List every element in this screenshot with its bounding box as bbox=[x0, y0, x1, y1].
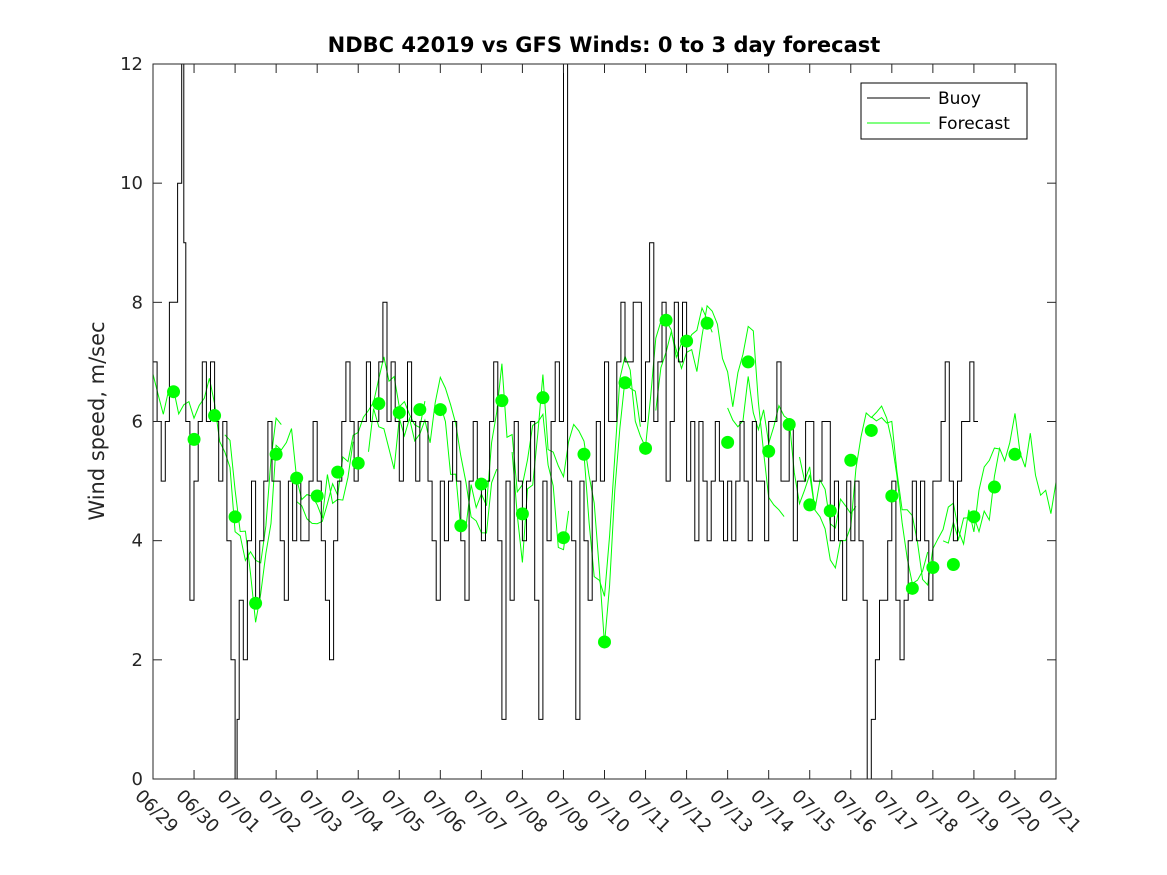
forecast-point bbox=[228, 510, 242, 524]
forecast-point bbox=[167, 385, 181, 399]
forecast-point bbox=[290, 471, 304, 485]
forecast-point bbox=[987, 480, 1001, 494]
y-tick-label: 10 bbox=[120, 173, 143, 194]
legend-buoy-label: Buoy bbox=[938, 89, 981, 109]
y-tick-label: 6 bbox=[132, 412, 143, 433]
forecast-point bbox=[556, 531, 570, 545]
forecast-point bbox=[762, 444, 776, 458]
forecast-point bbox=[433, 403, 447, 417]
forecast-line-7 bbox=[655, 304, 785, 517]
forecast-line-2 bbox=[296, 356, 426, 525]
forecast-point bbox=[577, 447, 591, 461]
forecast-point bbox=[187, 432, 201, 446]
forecast-point bbox=[700, 316, 714, 330]
forecast-point bbox=[495, 394, 509, 408]
forecast-point bbox=[392, 406, 406, 420]
forecast-line-5 bbox=[511, 374, 641, 644]
forecast-point bbox=[782, 417, 796, 431]
forecast-point bbox=[618, 376, 632, 390]
forecast-point bbox=[905, 581, 919, 595]
forecast-point bbox=[680, 334, 694, 348]
legend-box bbox=[860, 82, 1028, 140]
forecast-point bbox=[844, 453, 858, 467]
forecast-point bbox=[515, 507, 529, 521]
buoy-line bbox=[153, 64, 978, 779]
chart-title: NDBC 42019 vs GFS Winds: 0 to 3 day fore… bbox=[328, 33, 881, 57]
forecast-point bbox=[310, 489, 324, 503]
forecast-point bbox=[926, 560, 940, 574]
y-tick-label: 8 bbox=[132, 292, 143, 313]
forecast-point bbox=[331, 465, 345, 479]
forecast-point bbox=[269, 447, 283, 461]
forecast-line-9 bbox=[799, 405, 929, 585]
forecast-point bbox=[803, 498, 817, 512]
y-tick-label: 2 bbox=[132, 650, 143, 671]
y-axis-label: Wind speed, m/sec bbox=[85, 321, 109, 520]
forecast-line-11 bbox=[942, 413, 1056, 544]
forecast-point bbox=[823, 504, 837, 518]
forecast-point bbox=[946, 558, 960, 571]
forecast-point bbox=[741, 355, 755, 369]
forecast-point bbox=[885, 489, 899, 503]
forecast-point bbox=[639, 441, 653, 455]
forecast-line-3 bbox=[368, 375, 498, 534]
plot-area bbox=[153, 64, 1056, 779]
y-tick-label: 4 bbox=[132, 531, 143, 552]
forecast-point bbox=[721, 435, 735, 449]
forecast-point bbox=[454, 519, 468, 533]
y-tick-label: 12 bbox=[120, 54, 143, 75]
forecast-point bbox=[659, 313, 673, 327]
forecast-point bbox=[351, 456, 365, 470]
forecast-line-10 bbox=[870, 416, 1000, 587]
forecast-point bbox=[249, 596, 263, 610]
forecast-point bbox=[536, 391, 550, 405]
legend: Buoy Forecast bbox=[860, 82, 1028, 140]
forecast-point bbox=[474, 477, 488, 491]
forecast-point bbox=[598, 635, 611, 649]
forecast-point bbox=[1008, 447, 1022, 461]
forecast-line-1 bbox=[224, 428, 354, 623]
forecast-point bbox=[208, 409, 222, 423]
legend-forecast-label: Forecast bbox=[938, 114, 1010, 134]
y-tick-label: 0 bbox=[132, 769, 143, 790]
forecast-point bbox=[864, 423, 878, 437]
forecast-point bbox=[413, 403, 427, 417]
forecast-point bbox=[967, 510, 981, 524]
forecast-point bbox=[372, 397, 386, 411]
